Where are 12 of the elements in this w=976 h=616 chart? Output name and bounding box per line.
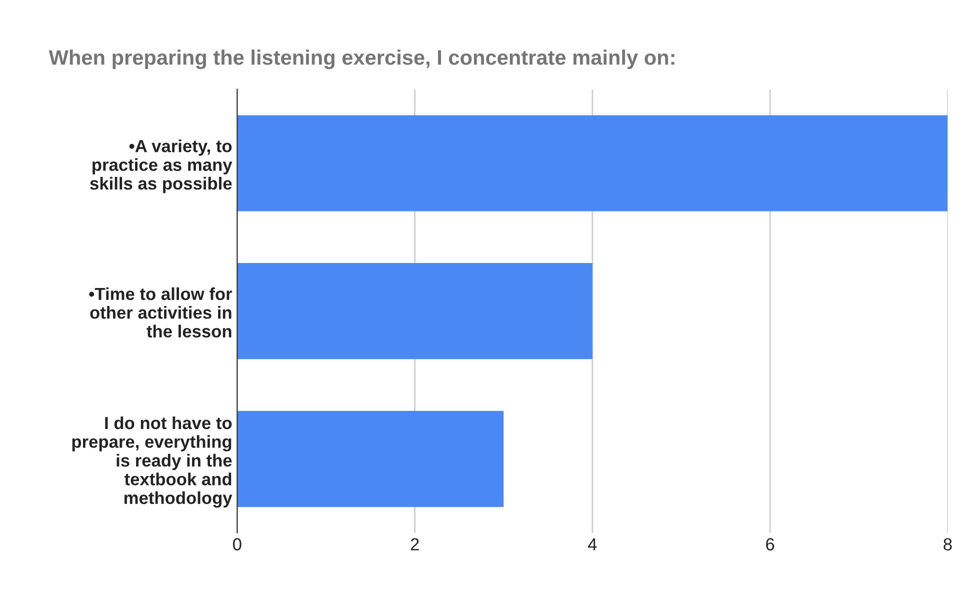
y-tick-label: •Time to allow for other activities in the lesson — [89, 287, 232, 338]
bar — [237, 263, 592, 360]
x-tick-label: 0 — [233, 538, 242, 550]
x-tick-label: 2 — [410, 538, 419, 550]
bar — [237, 115, 948, 212]
chart-title: When preparing the listening exercise, I concentrate mainly on: — [48, 50, 674, 70]
x-tick-label: 6 — [766, 538, 774, 550]
y-tick-label: I do not have to prepare, everything is ready in the textbook and methodology — [72, 416, 232, 508]
x-tick-label: 4 — [588, 538, 597, 550]
bar — [237, 410, 504, 507]
x-tick-label: 8 — [944, 538, 952, 550]
y-tick-label: •A variety, to practice as many skills as possible — [90, 140, 232, 194]
